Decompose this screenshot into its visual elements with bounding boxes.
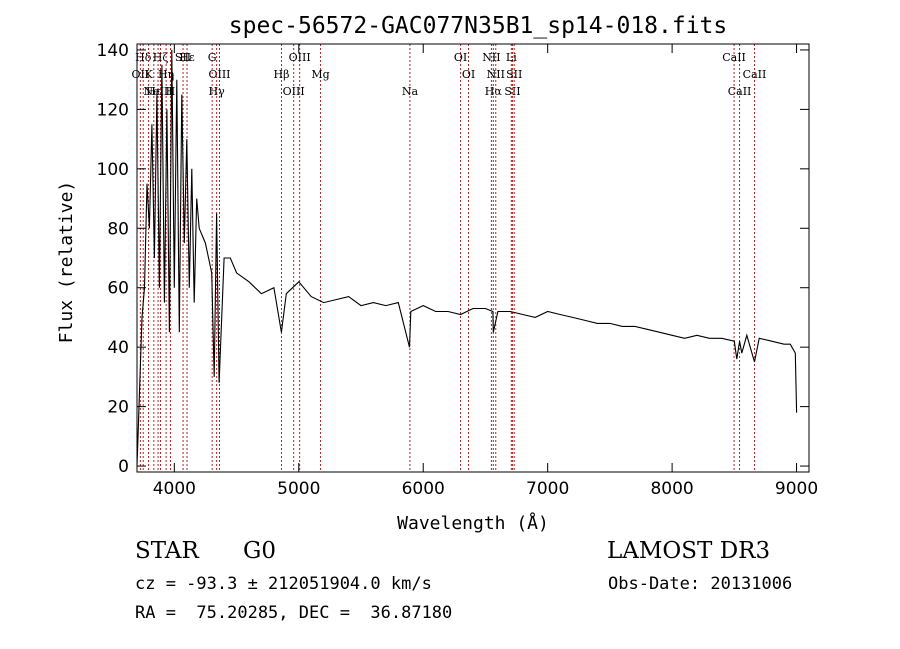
x-tick-label: 6000 [402, 479, 445, 499]
line-label: CaII [722, 51, 746, 64]
axis-ticks: 4000 5000 6000 7000 8000 9000 0 20 40 60 80 100 120 1… [97, 41, 819, 499]
object-subclass: G0 [243, 538, 277, 564]
line-label: CaII [743, 68, 767, 81]
x-tick-label: 9000 [775, 479, 818, 499]
redshift-line: cz = -93.3 ± 212051904.0 km/s [135, 574, 432, 594]
line-label: Hδ [135, 51, 152, 64]
line-label: H [166, 85, 176, 98]
line-label: CaII [728, 85, 752, 98]
line-label: OI [454, 51, 467, 64]
y-tick-label: 20 [107, 398, 129, 418]
line-label: NII [482, 51, 500, 64]
x-tick-label: 5000 [277, 479, 320, 499]
line-label: SII [504, 85, 520, 98]
line-label: Li [506, 51, 517, 64]
chart-title: spec-56572-GAC077N35B1_sp14-018.fits [229, 13, 728, 39]
line-label: SII [506, 68, 522, 81]
x-tick-label: 4000 [153, 479, 196, 499]
line-label: Hβ [274, 68, 290, 81]
line-label: OIII [289, 51, 311, 64]
x-axis-label: Wavelength (Å) [397, 512, 549, 534]
plot-frame [136, 43, 810, 473]
line-label: OIII [208, 68, 230, 81]
observation-date: Obs-Date: 20131006 [608, 574, 793, 594]
coordinates-line: RA = 75.20285, DEC = 36.87180 [135, 603, 453, 623]
survey-name: LAMOST DR3 [607, 538, 771, 564]
x-tick-label: 7000 [526, 479, 569, 499]
series-line [136, 49, 798, 467]
line-label: OI [462, 68, 475, 81]
line-label: OIII [283, 85, 305, 98]
line-label: NII [487, 68, 505, 81]
line-label: SII [175, 51, 191, 64]
y-tick-label: 0 [118, 457, 129, 477]
line-label: Hα [485, 85, 503, 98]
line-label: K [144, 68, 153, 81]
line-label: Na [402, 85, 419, 98]
line-label: OII [132, 68, 150, 81]
flux-series [136, 49, 798, 467]
line-label: NeIII [143, 85, 172, 98]
y-tick-label: 120 [97, 100, 129, 120]
y-axis-label: Flux (relative) [56, 181, 77, 344]
y-tick-label: 40 [107, 338, 129, 358]
x-tick-label: 8000 [650, 479, 693, 499]
y-tick-label: 100 [97, 160, 129, 180]
y-tick-label: 60 [107, 279, 129, 299]
y-tick-label: 80 [107, 219, 129, 239]
y-tick-label: 140 [97, 41, 129, 61]
line-label: Hζ [153, 51, 169, 64]
line-label: G [208, 51, 217, 64]
line-label: Hγ [209, 85, 226, 98]
object-class: STAR [135, 538, 199, 564]
line-label: Mg [311, 68, 329, 81]
